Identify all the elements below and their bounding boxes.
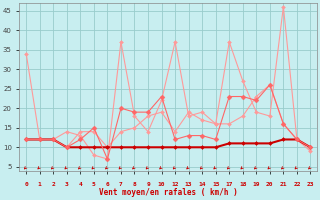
X-axis label: Vent moyen/en rafales ( km/h ): Vent moyen/en rafales ( km/h )	[99, 188, 238, 197]
